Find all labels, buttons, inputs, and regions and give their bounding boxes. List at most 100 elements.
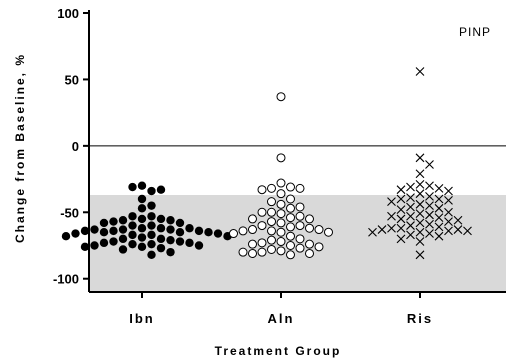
ibn-data-point: [61, 232, 71, 241]
ris-data-point: [406, 211, 415, 221]
ibn-data-point: [213, 229, 223, 238]
aln-data-point: [257, 247, 267, 257]
aln-data-point: [276, 92, 286, 102]
ibn-data-point: [128, 239, 137, 249]
ris-data-point: [396, 185, 406, 195]
ibn-data-point: [166, 216, 175, 225]
ibn-data-point: [175, 228, 185, 237]
ris-data-point: [406, 230, 415, 240]
axes-layer: [88, 10, 506, 293]
ris-data-point: [415, 237, 425, 246]
ibn-data-point: [194, 241, 204, 250]
ris-data-point: [425, 229, 434, 238]
aln-data-point: [238, 226, 248, 236]
ibn-data-point: [137, 194, 147, 204]
ris-data-point: [415, 179, 425, 189]
ris-data-point: [453, 215, 463, 225]
aln-data-point: [305, 223, 314, 233]
y-tick-label: 50: [65, 72, 79, 87]
ibn-data-point: [118, 225, 128, 234]
ibn-data-point: [166, 225, 175, 234]
aln-data-point: [276, 227, 286, 237]
aln-data-point: [314, 242, 324, 252]
ibn-data-point: [166, 247, 175, 257]
y-axis-title: Change from Baseline, %: [13, 53, 27, 243]
aln-data-point: [248, 239, 257, 249]
y-tick-label: 0: [72, 139, 79, 154]
ibn-data-point: [128, 182, 137, 192]
ris-data-point: [415, 250, 425, 260]
ris-data-point: [406, 202, 415, 212]
ris-data-point: [406, 182, 415, 192]
category-label: Ibn: [129, 311, 155, 326]
aln-data-point: [276, 178, 286, 188]
y-tick-label: 100: [57, 6, 79, 21]
ris-data-point: [415, 67, 425, 76]
ibn-data-point: [147, 239, 156, 249]
ibn-data-point: [90, 241, 99, 250]
aln-data-point: [267, 197, 276, 207]
ibn-data-point: [156, 243, 166, 253]
aln-data-point: [267, 217, 276, 227]
ris-data-point: [377, 225, 387, 234]
aln-data-point: [314, 225, 324, 235]
aln-data-point: [286, 222, 295, 232]
x-axis-title: Treatment Group: [215, 344, 342, 358]
ibn-data-point: [137, 214, 147, 224]
aln-data-point: [305, 214, 314, 224]
y-tick-label: -100: [53, 272, 79, 287]
ibn-data-point: [156, 214, 166, 224]
aln-data-point: [267, 235, 276, 245]
ibn-data-point: [118, 245, 128, 254]
aln-data-point: [267, 244, 276, 254]
ibn-data-point: [80, 226, 90, 236]
aln-data-point: [295, 202, 305, 212]
aln-data-point: [295, 243, 305, 253]
aln-data-point: [276, 246, 286, 256]
ris-data-point: [396, 214, 406, 224]
ris-data-point: [425, 219, 434, 229]
aln-data-point: [295, 221, 305, 231]
ibn-data-point: [71, 229, 80, 238]
ris-data-point: [387, 223, 396, 233]
aln-data-point: [305, 248, 314, 258]
ibn-data-point: [175, 218, 185, 228]
ibn-data-point: [185, 224, 194, 233]
aln-data-point: [276, 199, 286, 209]
ris-data-point: [387, 211, 396, 221]
ris-data-point: [425, 181, 434, 191]
ibn-data-point: [147, 230, 156, 240]
ris-data-point: [463, 226, 472, 236]
ibn-data-point: [128, 221, 137, 230]
aln-data-point: [276, 189, 286, 199]
ibn-data-point: [137, 181, 147, 190]
ris-data-point: [425, 191, 434, 201]
data-points-layer: [61, 67, 472, 260]
ris-data-point: [444, 186, 453, 196]
aln-data-point: [238, 247, 248, 257]
ris-data-point: [425, 210, 434, 220]
ris-data-point: [415, 209, 425, 219]
ris-data-point: [444, 195, 453, 205]
aln-data-point: [248, 214, 257, 224]
aln-data-point: [286, 231, 295, 241]
ris-data-point: [425, 201, 434, 211]
y-ticks-layer: 100 50 0 -50 -100: [53, 6, 89, 287]
ris-data-point: [415, 153, 425, 163]
ris-data-point: [434, 213, 444, 222]
aln-data-point: [295, 211, 305, 221]
ibn-data-point: [99, 228, 109, 237]
ibn-data-point: [156, 224, 166, 233]
category-label: Aln: [268, 311, 295, 326]
ibn-data-point: [109, 217, 118, 226]
ibn-data-point: [166, 235, 175, 245]
aln-data-point: [286, 213, 295, 223]
ris-data-point: [368, 227, 377, 237]
ibn-data-point: [137, 233, 147, 242]
aln-data-point: [276, 237, 286, 247]
chart-annotation: PINP: [459, 25, 491, 39]
ibn-data-point: [156, 234, 166, 244]
ris-data-point: [406, 221, 415, 230]
ris-data-point: [444, 226, 453, 236]
